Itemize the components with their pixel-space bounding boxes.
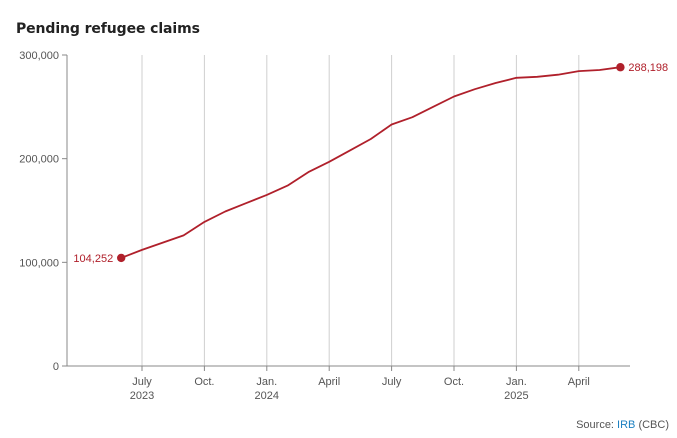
endpoint-label: 288,198: [628, 62, 668, 74]
x-tick-labels: July 2023 Oct. Jan. 2024 April July Oct. Jan. 202…: [130, 376, 590, 402]
endpoint-label: 104,252: [73, 253, 113, 265]
x-tick-label: July: [382, 376, 402, 388]
y-tick-label: 200,000: [19, 154, 59, 166]
x-tick-year-label: 2025: [504, 390, 528, 402]
axes: [66, 55, 630, 367]
x-tick-label: Oct.: [444, 376, 464, 388]
x-tick-label: April: [568, 376, 590, 388]
x-tick-label: April: [318, 376, 340, 388]
x-tick-year-label: 2024: [255, 390, 279, 402]
series: [120, 66, 622, 259]
source-link[interactable]: IRB: [617, 419, 636, 431]
x-tick-label: July: [132, 376, 152, 388]
x-tick-label: Oct.: [194, 376, 214, 388]
source-suffix: (CBC): [635, 419, 669, 431]
source-prefix: Source:: [576, 419, 618, 431]
chart-title: Pending refugee claims: [16, 21, 200, 37]
endpoint-marker: [616, 63, 625, 72]
annotations: 104,252 288,198: [73, 62, 668, 265]
source-note: Source: IRB (CBC): [576, 419, 669, 431]
y-tick-label: 300,000: [19, 50, 59, 62]
x-tick-label: Jan.: [506, 376, 527, 388]
y-tick-label: 100,000: [19, 257, 59, 269]
x-tick-year-label: 2023: [130, 390, 154, 402]
series-line: [120, 66, 622, 259]
endpoint-marker: [117, 253, 126, 263]
grid-lines: [141, 55, 580, 371]
y-tick-label: 0: [53, 361, 59, 373]
y-tick-labels: 0 100,000 200,000 300,000: [19, 50, 67, 373]
x-tick-label: Jan.: [256, 376, 277, 388]
